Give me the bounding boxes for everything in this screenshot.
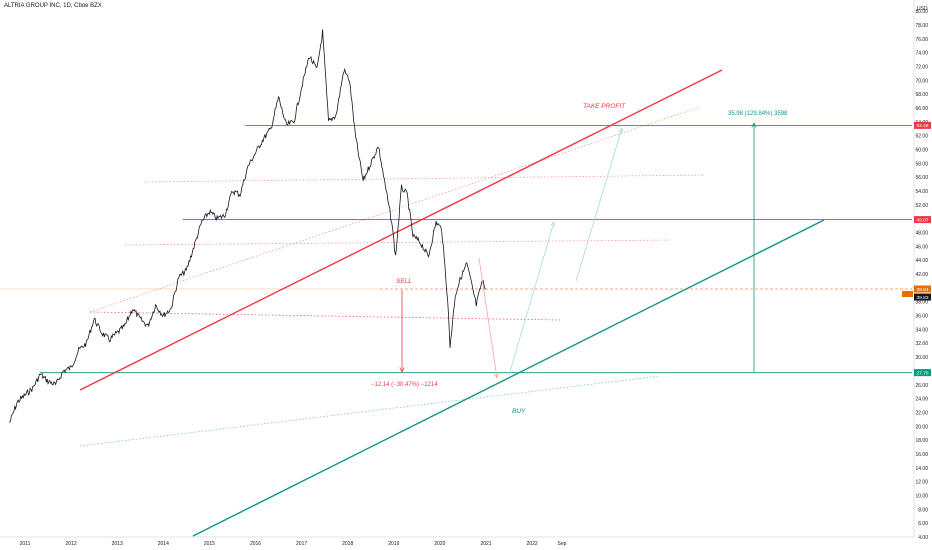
y-tick-label: 22.00: [915, 410, 928, 416]
y-tick-label: 78.00: [915, 23, 928, 29]
x-tick-label: 2012: [66, 541, 77, 547]
level-tag: [914, 369, 931, 377]
projection-arrows: [399, 122, 757, 379]
y-tick-label: 76.00: [915, 37, 928, 43]
y-tick-label: 66.00: [915, 106, 928, 112]
x-tick-label: 2021: [480, 541, 491, 547]
y-tick-label: 32.00: [915, 341, 928, 347]
chart-annotations: TAKE PROFIT SELL BUY 35.98 (129.84%) 359…: [371, 6, 928, 415]
sell-projection-arrow: [478, 257, 498, 379]
loss-measure-arrow-head: [399, 367, 405, 373]
chart-grid: [0, 0, 915, 538]
gain-measure-arrow-head: [751, 122, 757, 128]
y-tick-label: 58.00: [915, 161, 928, 167]
x-tick-label: 2011: [20, 541, 31, 547]
x-tick-label: 2014: [158, 541, 169, 547]
buy-projection-arrow: [508, 221, 555, 376]
y-tick-label: 38.00: [915, 300, 928, 306]
red-channel-d: [89, 311, 561, 321]
time-axis[interactable]: 2011 2012 2013 2014 2015 2016 2017 2018 2019 2020…: [20, 541, 567, 547]
y-tick-label: 56.00: [915, 175, 928, 181]
red-trendline: [79, 69, 723, 391]
buy-label: BUY: [512, 408, 526, 415]
price-line: [9, 29, 486, 423]
sell-label: SELL: [396, 278, 412, 285]
y-tick-label: 74.00: [915, 51, 928, 57]
level-tag: [914, 121, 931, 129]
y-tick-label: 80.00: [915, 9, 928, 15]
level-tag-label: 39.84: [916, 287, 928, 293]
loss-measure-label: −12.14 (−30.47%) −1214: [371, 382, 438, 388]
y-tick-label: 44.00: [915, 258, 928, 264]
y-tick-label: 18.00: [915, 438, 928, 444]
y-tick-label: 54.00: [915, 189, 928, 195]
y-tick-label: 70.00: [915, 78, 928, 84]
y-tick-label: 4.00: [918, 535, 928, 541]
x-tick-label: Sep: [558, 541, 567, 547]
level-tag-label: 63.48: [916, 123, 928, 129]
y-tick-label: 62.00: [915, 134, 928, 140]
gain-measure-label: 35.98 (129.84%) 3598: [728, 111, 788, 117]
red-channel-upper: [89, 106, 701, 313]
y-tick-label: 16.00: [915, 452, 928, 458]
red-channel-a: [144, 174, 705, 183]
y-tick-label: 20.00: [915, 424, 928, 430]
y-tick-label: 14.00: [915, 466, 928, 472]
price-series: [9, 29, 486, 423]
y-tick-label: 48.00: [915, 231, 928, 237]
level-tag: [914, 216, 931, 224]
x-tick-label: 2020: [434, 541, 445, 547]
green-channel-lower: [79, 375, 661, 447]
x-tick-label: 2016: [250, 541, 261, 547]
buy-projection-arrow-head: [550, 221, 556, 227]
y-tick-label: 10.00: [915, 493, 928, 499]
y-tick-label: 46.00: [915, 244, 928, 250]
y-tick-label: 60.00: [915, 147, 928, 153]
y-tick-label: 36.00: [915, 314, 928, 320]
trend-channels: [79, 69, 825, 537]
level-tag-label: 27.75: [916, 370, 928, 376]
level-tag: [914, 285, 931, 293]
horizontal-levels: [0, 124, 912, 374]
price-axis[interactable]: 80.00 78.00 76.00 74.00 72.00 70.00 68.00 66.00…: [902, 9, 931, 541]
price-tag-label: 39.83: [916, 295, 928, 301]
sell-projection-arrow-head: [493, 373, 499, 379]
x-tick-label: 2017: [296, 541, 307, 547]
y-tick-label: 34.00: [915, 327, 928, 333]
y-tick-label: 30.00: [915, 355, 928, 361]
x-tick-label: 2018: [342, 541, 353, 547]
take-profit-label: TAKE PROFIT: [583, 103, 626, 110]
y-tick-label: 68.00: [915, 92, 928, 98]
x-tick-label: 2013: [112, 541, 123, 547]
y-tick-label: 42.00: [915, 272, 928, 278]
y-tick-label: 6.00: [918, 521, 928, 527]
symbol-title: ALTRIA GROUP INC, 1D, Cboe BZX: [4, 3, 102, 9]
y-tick-label: 12.00: [915, 480, 928, 486]
level-tag-label: 49.87: [916, 217, 928, 223]
price-tag: [914, 293, 931, 301]
x-tick-label: 2022: [527, 541, 538, 547]
target-projection-arrow-head: [618, 127, 624, 134]
last-price-chip: [902, 290, 913, 297]
y-tick-label: 72.00: [915, 64, 928, 70]
x-tick-label: 2015: [204, 541, 215, 547]
y-tick-label: 52.00: [915, 203, 928, 209]
axis-currency-label: USD: [917, 6, 928, 12]
y-tick-label: 26.00: [915, 383, 928, 389]
target-projection-arrow: [575, 127, 623, 282]
y-tick-label: 8.00: [918, 507, 928, 513]
green-trendline: [192, 219, 825, 537]
y-tick-label: 24.00: [915, 397, 928, 403]
x-tick-label: 2019: [388, 541, 399, 547]
